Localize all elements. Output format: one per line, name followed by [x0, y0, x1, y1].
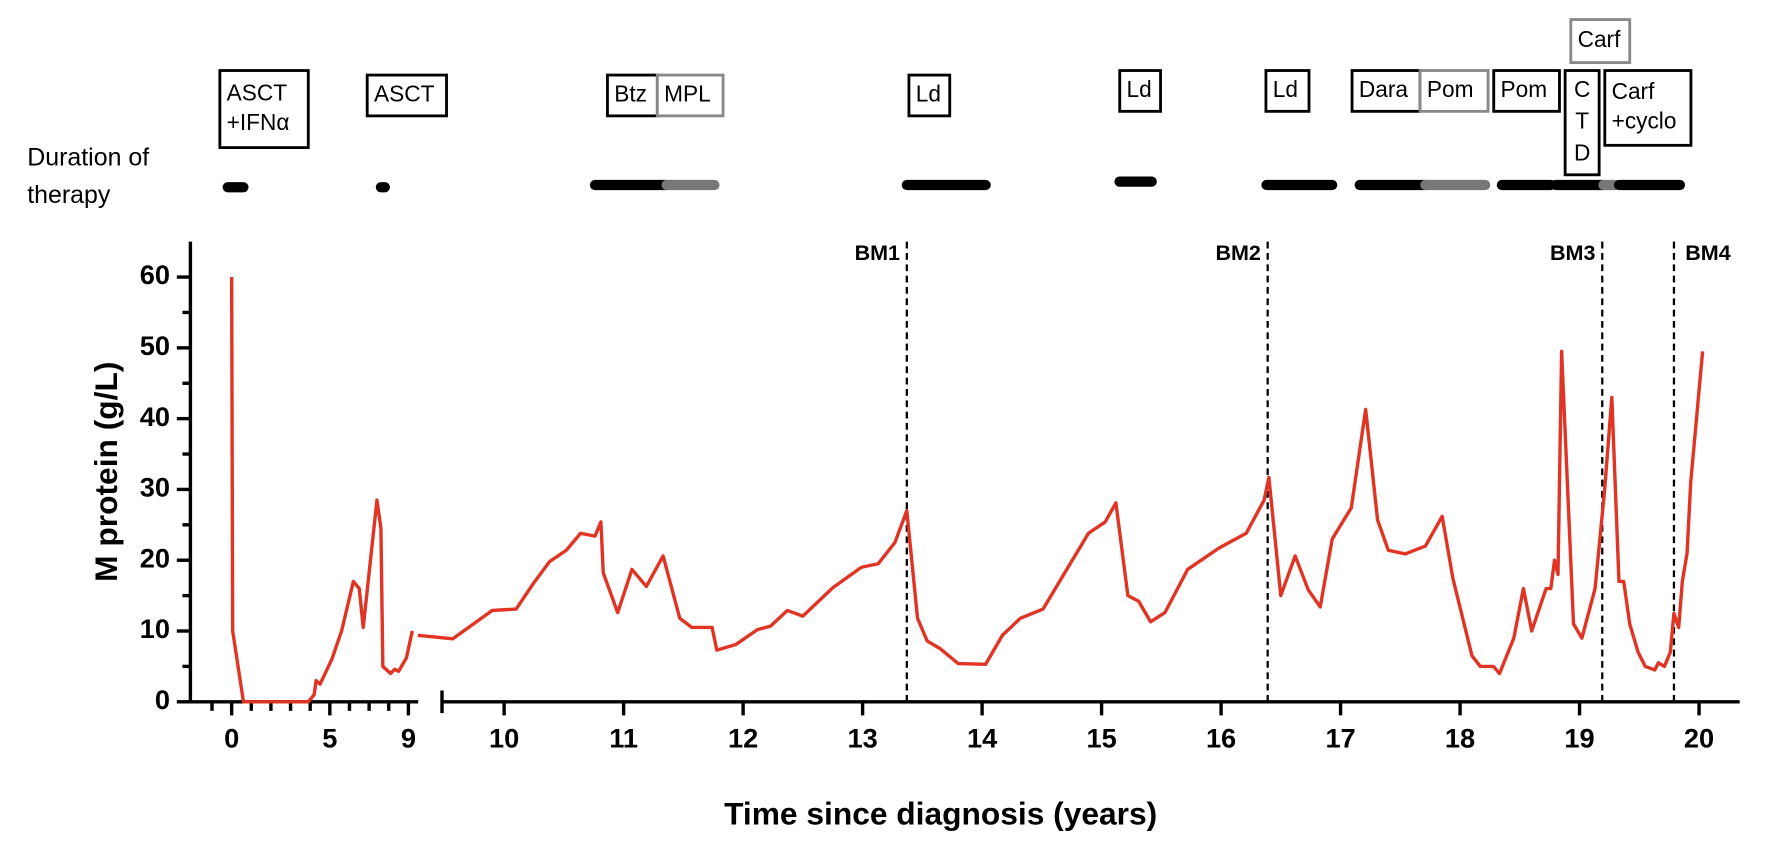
x-tick-label: 19 — [1564, 723, 1594, 754]
x-tick-label: 20 — [1684, 723, 1714, 754]
therapy-box — [1492, 69, 1561, 113]
x-tick-label: 16 — [1206, 723, 1236, 754]
therapy-box — [1603, 69, 1693, 147]
x-tick-label: 5 — [322, 723, 337, 754]
therapy-label: Ld — [1273, 76, 1298, 102]
reference-label: BM3 — [1550, 241, 1595, 265]
therapy-box — [655, 73, 725, 118]
therapy-box — [1350, 69, 1422, 113]
x-tick-label: 15 — [1086, 723, 1116, 754]
data-line — [229, 277, 414, 704]
y-tick-label: 50 — [140, 330, 170, 361]
x-tick-label: 18 — [1445, 723, 1475, 754]
therapy-label: D — [1574, 139, 1590, 165]
therapy-label: MPL — [664, 80, 711, 106]
therapy-box — [1264, 69, 1311, 113]
reference-label: BM4 — [1685, 241, 1730, 265]
therapy-box — [907, 73, 952, 118]
therapy-box — [365, 73, 448, 118]
x-tick-label: 0 — [224, 723, 239, 754]
x-tick-label: 12 — [728, 723, 758, 754]
x-tick-label: 14 — [967, 723, 997, 754]
x-axis-title: Time since diagnosis (years) — [724, 796, 1157, 832]
x-tick-label: 17 — [1325, 723, 1355, 754]
therapy-label: Pom — [1427, 76, 1474, 102]
therapy-label: Pom — [1501, 76, 1548, 102]
x-tick-label: 11 — [609, 723, 638, 754]
therapy-box — [606, 73, 659, 118]
therapy-label: Ld — [916, 80, 941, 106]
therapy-box — [218, 69, 310, 150]
y-tick-label: 10 — [140, 613, 170, 644]
therapy-label: Carf — [1612, 78, 1656, 104]
reference-label: BM2 — [1215, 241, 1260, 265]
therapy-label: +cyclo — [1612, 108, 1677, 134]
y-tick-label: 60 — [140, 259, 170, 290]
therapy-label: T — [1575, 108, 1589, 134]
therapy-label: C — [1574, 76, 1590, 102]
y-tick-label: 0 — [155, 684, 170, 715]
therapy-box — [1569, 18, 1632, 65]
therapy-label: Btz — [614, 80, 647, 106]
therapy-label: Duration of therapy — [27, 143, 150, 209]
therapy-label: ASCT — [374, 80, 435, 106]
therapy-box — [1563, 69, 1601, 177]
therapy-label: Carf — [1578, 26, 1622, 52]
y-tick-label: 40 — [140, 401, 170, 432]
therapy-box — [1118, 69, 1162, 113]
x-tick-label: 13 — [847, 723, 877, 754]
y-tick-label: 20 — [140, 542, 170, 573]
x-tick-label: 9 — [401, 723, 416, 754]
data-line — [417, 349, 1705, 676]
therapy-label: +IFNα — [227, 109, 290, 135]
y-tick-label: 30 — [140, 472, 170, 503]
therapy-box — [1418, 69, 1490, 113]
y-axis-title: M protein (g/L) — [88, 362, 124, 582]
reference-label: BM1 — [855, 241, 900, 265]
x-tick-label: 10 — [489, 723, 519, 754]
therapy-label-box: Duration of therapy — [27, 143, 150, 209]
therapy-label: Ld — [1127, 76, 1152, 102]
therapy-label: ASCT — [227, 79, 288, 105]
therapy-label: Dara — [1359, 76, 1409, 102]
